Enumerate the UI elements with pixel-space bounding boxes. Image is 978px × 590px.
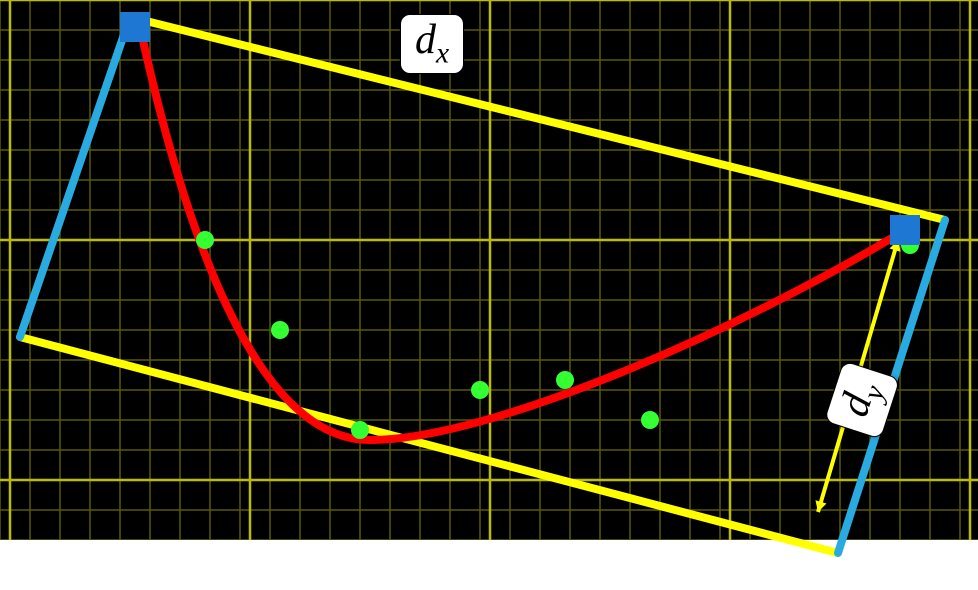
- label-dx-sub: x: [436, 37, 449, 69]
- data-point: [556, 371, 574, 389]
- diagram-canvas: dx dy: [0, 0, 978, 590]
- data-point: [271, 321, 289, 339]
- plot-svg: [0, 0, 978, 590]
- data-point: [351, 421, 369, 439]
- data-point: [641, 411, 659, 429]
- label-dx-var: d: [415, 17, 436, 63]
- label-dx: dx: [400, 14, 464, 74]
- data-point: [196, 231, 214, 249]
- anchor-square: [890, 215, 920, 245]
- anchor-square: [120, 12, 150, 42]
- data-point: [471, 381, 489, 399]
